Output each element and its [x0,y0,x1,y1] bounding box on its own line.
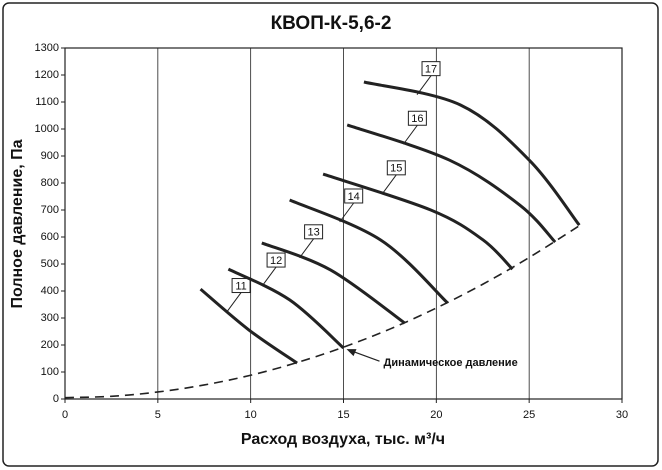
y-tick-label: 1300 [35,42,59,54]
series-label: 12 [270,255,282,267]
series-label: 14 [348,191,360,203]
y-tick-label: 100 [41,366,59,378]
label-box [266,252,286,268]
x-tick-label: 15 [337,409,349,421]
y-tick-label: 400 [41,285,59,297]
y-tick-label: 700 [41,204,59,216]
fan-curve [289,198,449,304]
x-tick-label: 20 [430,409,442,421]
label-box [304,224,324,240]
label-leader [402,124,418,145]
series-label: 13 [307,227,319,239]
label-box [231,278,251,294]
x-axis-label: Расход воздуха, тыс. м³/ч [241,431,445,448]
series-label: 15 [390,163,402,175]
y-tick-label: 1000 [35,123,59,135]
label-box [386,160,406,176]
fan-curve [227,267,345,350]
series-label: 11 [235,280,246,292]
label-box [407,110,427,126]
fan-curve [261,241,406,325]
x-tick-label: 10 [245,409,257,421]
annotation: Динамическое давление [384,357,518,369]
series-label: 16 [411,113,423,125]
label-box [421,61,441,77]
y-axis-label: Полное давление, Па [9,139,26,308]
y-tick-label: 800 [41,177,59,189]
y-tick-label: 500 [41,258,59,270]
chart-title: КВОП-К-5,6-2 [271,13,392,34]
series-label: 17 [425,64,437,76]
y-tick-label: 1100 [35,96,59,108]
fan-curve [199,287,298,365]
x-tick-label: 5 [155,409,161,421]
x-tick-label: 25 [523,409,535,421]
x-tick-label: 0 [62,409,68,421]
label-leader [226,292,242,312]
y-tick-label: 1200 [35,69,59,81]
y-tick-label: 900 [41,150,59,162]
fan-curve [346,123,557,244]
y-tick-label: 600 [41,231,59,243]
label-leader [381,174,397,195]
label-leader [299,238,314,259]
label-leader [416,75,432,95]
y-tick-label: 300 [41,312,59,324]
fan-curve [322,172,514,271]
y-tick-label: 0 [53,393,59,405]
fan-curve [363,80,581,227]
label-leader [261,266,277,287]
label-leader [339,202,355,223]
x-tick-label: 30 [616,409,628,421]
label-box [344,188,364,204]
annotation-arrowhead [346,349,357,357]
dynamic-pressure-curve [64,223,582,399]
y-tick-label: 200 [41,339,59,351]
